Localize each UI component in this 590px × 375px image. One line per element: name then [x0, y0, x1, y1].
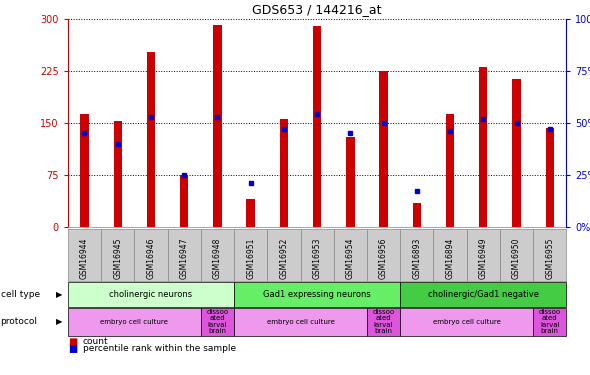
Text: cholinergic/Gad1 negative: cholinergic/Gad1 negative — [428, 290, 539, 299]
Text: GSM16955: GSM16955 — [545, 238, 554, 279]
Text: cell type: cell type — [1, 290, 40, 299]
Bar — [313, 26, 322, 227]
Text: GSM16953: GSM16953 — [313, 238, 322, 279]
Text: GSM16950: GSM16950 — [512, 238, 521, 279]
Text: GSM16947: GSM16947 — [180, 238, 189, 279]
Text: dissoo
ated
larval
brain: dissoo ated larval brain — [206, 309, 228, 334]
Text: cholinergic neurons: cholinergic neurons — [109, 290, 192, 299]
Text: GSM16949: GSM16949 — [479, 238, 488, 279]
Text: GSM16954: GSM16954 — [346, 238, 355, 279]
Text: embryo cell culture: embryo cell culture — [267, 319, 335, 325]
Text: ▶: ▶ — [56, 317, 63, 326]
Text: Gad1 expressing neurons: Gad1 expressing neurons — [263, 290, 371, 299]
Text: count: count — [83, 338, 108, 346]
Text: GSM16944: GSM16944 — [80, 238, 89, 279]
Text: GSM16893: GSM16893 — [412, 238, 421, 279]
Text: GSM16952: GSM16952 — [280, 238, 289, 279]
Text: ■: ■ — [68, 344, 77, 354]
Text: GSM16951: GSM16951 — [246, 238, 255, 279]
Text: GSM16948: GSM16948 — [213, 238, 222, 279]
Bar — [147, 52, 155, 227]
Bar — [446, 114, 454, 227]
Bar — [113, 122, 122, 227]
Bar — [512, 79, 521, 227]
Bar — [379, 71, 388, 227]
Text: dissoo
ated
larval
brain: dissoo ated larval brain — [539, 309, 561, 334]
Text: percentile rank within the sample: percentile rank within the sample — [83, 344, 236, 353]
Bar — [479, 68, 487, 227]
Bar — [213, 25, 222, 227]
Title: GDS653 / 144216_at: GDS653 / 144216_at — [253, 3, 382, 16]
Text: ▶: ▶ — [56, 290, 63, 299]
Bar — [180, 175, 188, 227]
Text: embryo cell culture: embryo cell culture — [100, 319, 168, 325]
Bar — [80, 114, 88, 227]
Text: GSM16956: GSM16956 — [379, 238, 388, 279]
Bar — [280, 119, 288, 227]
Text: GSM16894: GSM16894 — [445, 238, 454, 279]
Text: GSM16945: GSM16945 — [113, 238, 122, 279]
Text: embryo cell culture: embryo cell culture — [432, 319, 501, 325]
Text: GSM16946: GSM16946 — [146, 238, 155, 279]
Bar — [346, 137, 355, 227]
Text: ■: ■ — [68, 337, 77, 347]
Text: protocol: protocol — [1, 317, 38, 326]
Bar — [247, 199, 255, 227]
Bar — [412, 202, 421, 227]
Text: dissoo
ated
larval
brain: dissoo ated larval brain — [372, 309, 395, 334]
Bar — [546, 128, 554, 227]
